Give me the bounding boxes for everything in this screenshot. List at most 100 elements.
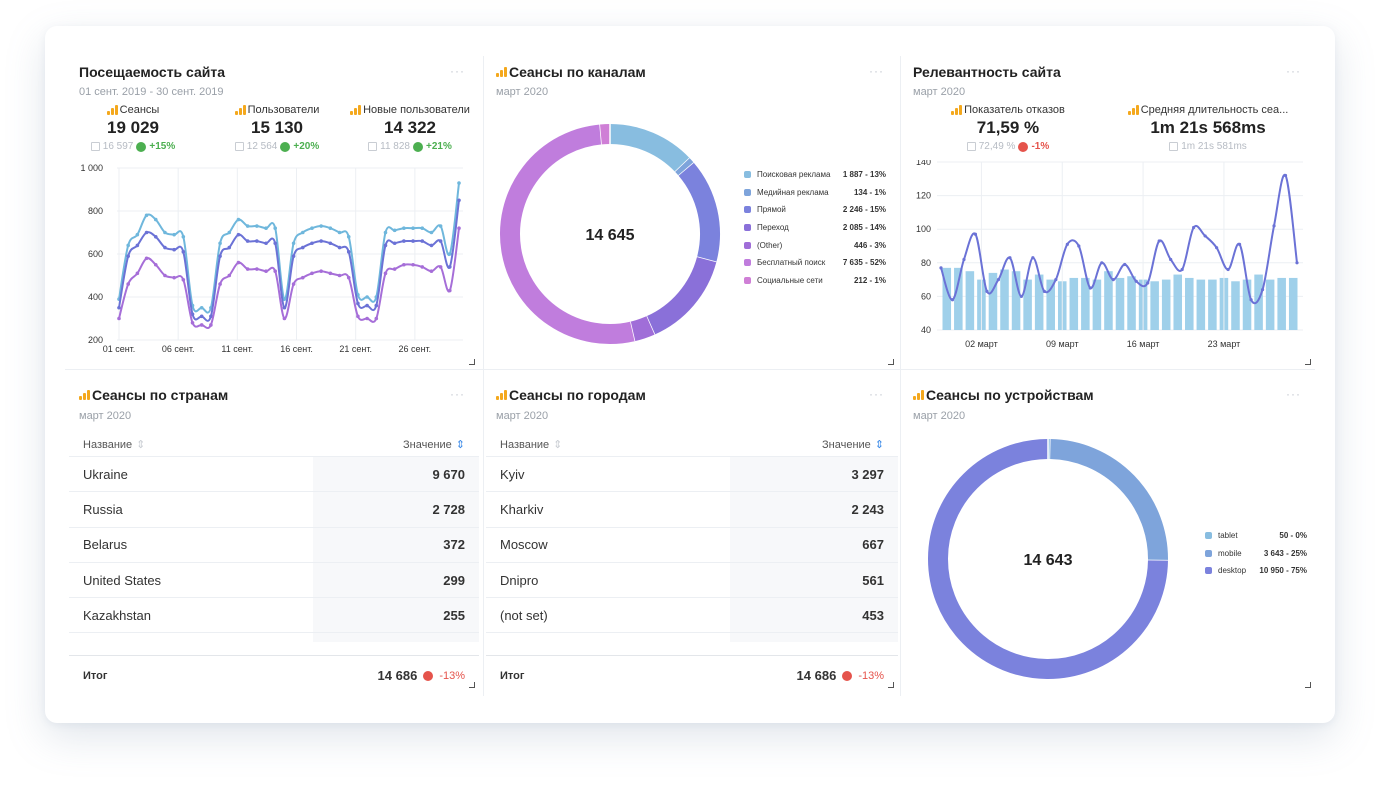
bar [1288,277,1298,330]
column-name-label: Название [500,438,550,451]
panel-period: март 2020 [79,410,132,422]
kpi-label: Сеансы [119,104,160,116]
legend-label: (Other) [757,240,783,250]
y-tick-label: 100 [916,224,931,234]
legend-item[interactable]: mobile 3 643 - 25% [1205,545,1307,563]
resize-handle[interactable] [1305,359,1311,365]
bar [1231,281,1240,330]
table-row[interactable]: Dnipro 561 [486,561,898,598]
resize-handle[interactable] [1305,682,1311,688]
table-row[interactable]: Russia 2 728 [69,491,479,527]
total-delta: -13% [858,669,884,682]
kpi-delta: +15% [149,141,176,152]
column-header-value[interactable]: Значение ⇕ [403,438,465,451]
data-point [950,298,955,302]
legend-item[interactable]: Бесплатный поиск 7 635 - 52% [744,254,886,272]
bar [1265,279,1275,330]
resize-handle[interactable] [888,682,894,688]
column-header-value[interactable]: Значение ⇕ [822,438,884,451]
sort-icon[interactable]: ⇕ [136,438,146,451]
data-point [310,226,314,230]
table-row[interactable]: Belarus 372 [69,526,479,562]
kpi-prev: 11 828 [380,141,410,152]
legend-value: 212 - 1% [853,275,886,285]
data-point [163,230,167,235]
panel-menu-icon[interactable]: ··· [869,387,884,401]
data-point [337,230,342,235]
legend-item[interactable]: desktop 10 950 - 75% [1205,562,1307,580]
bar [1011,271,1021,330]
data-point [181,250,186,254]
data-point [273,226,278,230]
data-point [346,235,351,239]
panel-title-text: Сеансы по городам [509,387,646,403]
analytics-icon [350,105,362,115]
analytics-icon [496,67,507,77]
legend-item[interactable]: Прямой 2 246 - 15% [744,201,886,219]
y-tick-label: 60 [921,291,931,301]
data-point [448,288,452,293]
data-point [291,254,296,258]
resize-handle[interactable] [888,359,894,365]
legend-item[interactable]: (Other) 446 - 3% [744,236,886,254]
data-point [319,224,323,228]
table-row[interactable]: (not set) 453 [486,597,898,633]
column-header-name[interactable]: Название ⇕ [83,438,145,451]
resize-handle[interactable] [469,359,475,365]
sort-desc-icon[interactable]: ⇕ [874,438,884,451]
legend-value: 10 950 - 75% [1259,566,1307,576]
table-row[interactable]: Kazakhstan 255 [69,597,479,633]
row-name: Kazakhstan [83,607,151,623]
row-name: (not set) [500,607,548,623]
data-point [300,230,305,235]
legend-item[interactable]: Медийная реклама 134 - 1% [744,184,886,202]
trend-down-icon [842,670,853,681]
data-point [328,226,333,230]
sort-icon[interactable]: ⇕ [553,438,563,451]
table-row[interactable]: Ukraine 9 670 [69,456,479,492]
data-point [227,245,232,250]
sort-desc-icon[interactable]: ⇕ [455,438,465,451]
panel-menu-icon[interactable]: ··· [869,64,884,78]
table-row[interactable]: Kyiv 3 297 [486,456,898,492]
resize-handle[interactable] [469,682,475,688]
panel-menu-icon[interactable]: ··· [450,387,465,401]
data-point [402,262,406,267]
row-name: Russia [83,501,123,517]
data-point [365,303,369,308]
data-point [144,256,149,261]
kpi-sessions: Сеансы 19 029 16 597 +15% [77,104,189,152]
data-point [291,282,296,286]
table-row[interactable]: Saint Petersburg430 [486,632,898,642]
data-point [962,257,966,262]
y-tick-label: 200 [88,335,103,345]
column-header-name[interactable]: Название ⇕ [500,438,562,451]
relevance-panel: Релевантность сайта март 2020 ··· Показа… [903,26,1315,369]
panel-menu-icon[interactable]: ··· [1286,387,1301,401]
legend-item[interactable]: Поисковая реклама 1 887 - 13% [744,166,886,184]
data-point [172,275,176,280]
row-value: 255 [313,598,479,633]
data-point [420,265,425,269]
panel-menu-icon[interactable]: ··· [1286,64,1301,78]
legend-item[interactable]: Социальные сети 212 - 1% [744,272,886,290]
data-point [411,226,415,230]
table-row[interactable]: United States 299 [69,561,479,598]
legend-item[interactable]: tablet 50 - 0% [1205,527,1307,545]
legend-item[interactable]: Переход 2 085 - 14% [744,219,886,237]
data-point [218,241,222,246]
table-row[interactable]: Poland80 [69,632,479,642]
table-header: Название ⇕ Значение ⇕ [486,432,898,456]
table-row[interactable]: Kharkiv 2 243 [486,491,898,527]
table-row[interactable]: Moscow 667 [486,526,898,562]
row-value: 80 [313,633,479,642]
data-point [245,224,250,228]
total-delta: -13% [439,669,465,682]
x-tick-label: 09 март [1046,339,1079,349]
panel-menu-icon[interactable]: ··· [450,64,465,78]
column-value-label: Значение [822,438,871,451]
panel-title: Сеансы по городам [496,387,646,403]
data-point [457,198,461,203]
data-point [310,271,314,276]
data-point [448,265,452,269]
